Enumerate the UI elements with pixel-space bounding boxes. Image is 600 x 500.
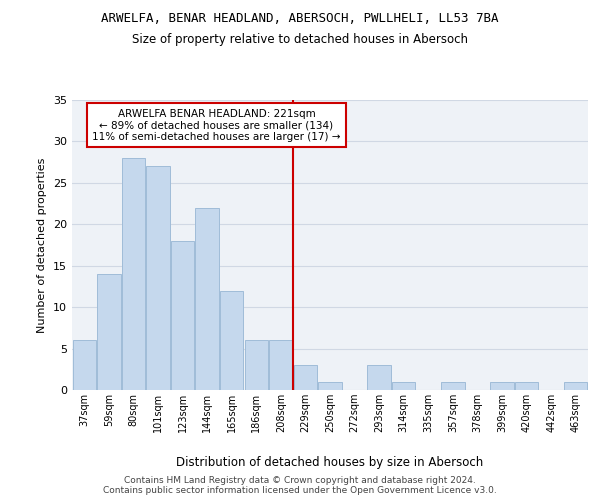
Text: ARWELFA, BENAR HEADLAND, ABERSOCH, PWLLHELI, LL53 7BA: ARWELFA, BENAR HEADLAND, ABERSOCH, PWLLH… bbox=[101, 12, 499, 26]
Bar bbox=[196, 208, 219, 390]
Bar bbox=[146, 166, 170, 390]
Bar bbox=[245, 340, 268, 390]
Bar bbox=[122, 158, 145, 390]
Y-axis label: Number of detached properties: Number of detached properties bbox=[37, 158, 47, 332]
Text: Contains HM Land Registry data © Crown copyright and database right 2024.
Contai: Contains HM Land Registry data © Crown c… bbox=[103, 476, 497, 495]
Bar bbox=[269, 340, 293, 390]
Bar bbox=[220, 290, 244, 390]
Bar bbox=[319, 382, 341, 390]
Text: Size of property relative to detached houses in Abersoch: Size of property relative to detached ho… bbox=[132, 32, 468, 46]
Bar bbox=[490, 382, 514, 390]
Bar bbox=[73, 340, 96, 390]
Bar bbox=[564, 382, 587, 390]
Bar bbox=[294, 365, 317, 390]
Bar bbox=[367, 365, 391, 390]
Bar bbox=[441, 382, 464, 390]
Bar bbox=[171, 241, 194, 390]
Bar bbox=[392, 382, 415, 390]
Text: ARWELFA BENAR HEADLAND: 221sqm
← 89% of detached houses are smaller (134)
11% of: ARWELFA BENAR HEADLAND: 221sqm ← 89% of … bbox=[92, 108, 341, 142]
Bar bbox=[515, 382, 538, 390]
Text: Distribution of detached houses by size in Abersoch: Distribution of detached houses by size … bbox=[176, 456, 484, 469]
Bar bbox=[97, 274, 121, 390]
